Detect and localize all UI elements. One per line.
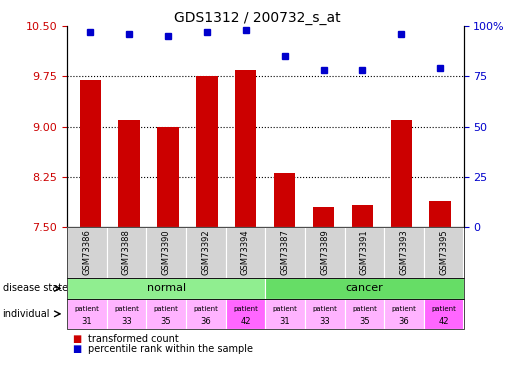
Text: GSM73386: GSM73386 bbox=[82, 229, 91, 275]
Text: GSM73388: GSM73388 bbox=[122, 229, 131, 275]
Text: GSM73390: GSM73390 bbox=[162, 230, 170, 275]
Bar bbox=[390, 120, 412, 227]
Text: patient: patient bbox=[312, 306, 337, 312]
Bar bbox=[235, 70, 256, 227]
Text: transformed count: transformed count bbox=[88, 334, 178, 344]
Text: 35: 35 bbox=[359, 316, 370, 326]
Text: GSM73387: GSM73387 bbox=[281, 229, 289, 275]
Text: cancer: cancer bbox=[346, 284, 383, 293]
Bar bbox=[196, 76, 218, 227]
Text: 36: 36 bbox=[200, 316, 211, 326]
Bar bbox=[158, 127, 179, 227]
Text: patient: patient bbox=[272, 306, 298, 312]
Bar bbox=[118, 120, 140, 227]
Bar bbox=[313, 207, 334, 227]
Text: GSM73392: GSM73392 bbox=[201, 230, 210, 275]
Text: GSM73391: GSM73391 bbox=[360, 230, 369, 275]
Text: 35: 35 bbox=[161, 316, 171, 326]
Text: patient: patient bbox=[233, 306, 258, 312]
Text: 33: 33 bbox=[319, 316, 330, 326]
Text: 31: 31 bbox=[280, 316, 290, 326]
Bar bbox=[352, 206, 373, 227]
Text: GSM73393: GSM73393 bbox=[400, 229, 408, 275]
Text: GSM73394: GSM73394 bbox=[241, 230, 250, 275]
Text: patient: patient bbox=[193, 306, 218, 312]
Bar bbox=[274, 173, 296, 227]
Text: percentile rank within the sample: percentile rank within the sample bbox=[88, 344, 252, 354]
Text: GDS1312 / 200732_s_at: GDS1312 / 200732_s_at bbox=[174, 11, 341, 25]
Text: GSM73395: GSM73395 bbox=[439, 230, 448, 275]
Text: patient: patient bbox=[352, 306, 377, 312]
Text: disease state: disease state bbox=[3, 284, 67, 293]
Text: patient: patient bbox=[391, 306, 417, 312]
Text: ■: ■ bbox=[72, 334, 81, 344]
Text: 33: 33 bbox=[121, 316, 132, 326]
Text: ■: ■ bbox=[72, 344, 81, 354]
Text: 36: 36 bbox=[399, 316, 409, 326]
Bar bbox=[430, 201, 451, 227]
Text: patient: patient bbox=[74, 306, 99, 312]
Text: normal: normal bbox=[147, 284, 185, 293]
Text: patient: patient bbox=[153, 306, 179, 312]
Text: GSM73389: GSM73389 bbox=[320, 229, 329, 275]
Text: 31: 31 bbox=[81, 316, 92, 326]
Text: 42: 42 bbox=[240, 316, 251, 326]
Text: individual: individual bbox=[3, 309, 50, 319]
Bar bbox=[80, 80, 101, 227]
Text: 42: 42 bbox=[438, 316, 449, 326]
Text: patient: patient bbox=[114, 306, 139, 312]
Text: patient: patient bbox=[431, 306, 456, 312]
